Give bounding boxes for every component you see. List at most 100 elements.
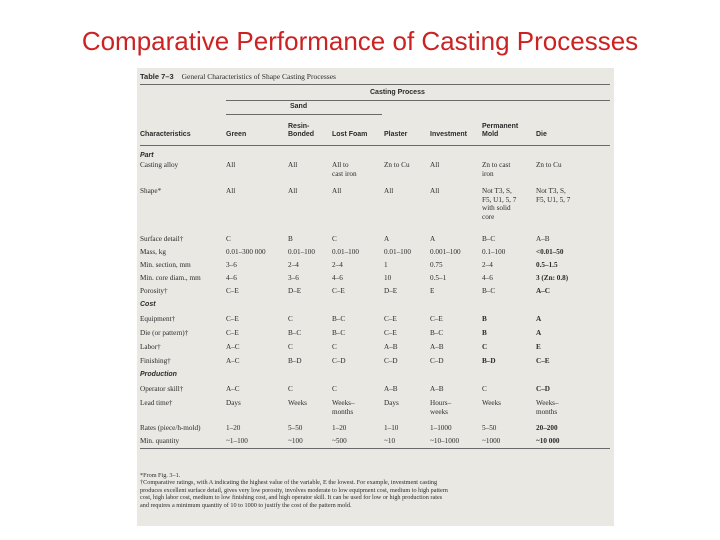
table-cell: 0.5–1: [430, 274, 447, 282]
table-cell: 1–1000: [430, 424, 452, 432]
footnote-line: cost, high labor cost, medium to low fin…: [140, 494, 443, 502]
table-cell: 4–6: [482, 274, 493, 282]
column-header: Investment: [430, 131, 467, 139]
footnote-line: and requires a minimum quantity of 10 to…: [140, 501, 352, 509]
table-cell: A–C: [226, 357, 240, 365]
table-cell: All: [288, 187, 298, 195]
table-cell: 0.01–100: [288, 248, 315, 256]
table-cell: B: [482, 315, 487, 323]
table-cell: 1–20: [226, 424, 241, 432]
table-cell: ~100: [288, 437, 303, 445]
table-cell: B–D: [288, 357, 302, 365]
table-cell: All: [288, 161, 298, 169]
table-cell: C–E: [226, 329, 239, 337]
table-cell: B–C: [288, 329, 302, 337]
table-cell: A–C: [536, 287, 550, 295]
table-cell: 5–50: [288, 424, 303, 432]
table-cell: 20–200: [536, 424, 558, 432]
table-cell: A–B: [384, 385, 398, 393]
sand-header: Sand: [290, 103, 308, 110]
group-header: Casting Process: [370, 89, 425, 96]
table-cell: D–E: [384, 287, 398, 295]
table-caption: Table 7–3 General Characteristics of Shap…: [140, 72, 336, 81]
table-cell: 1–10: [384, 424, 399, 432]
table-cell: C: [332, 235, 337, 243]
table-cell: B–C: [430, 329, 444, 337]
table-cell: ~500: [332, 437, 347, 445]
row-label: Die (or pattern)†: [140, 329, 189, 337]
row-label: Mass, kg: [140, 248, 166, 256]
table-cell: Weeks– months: [536, 399, 559, 416]
table-cell: A: [536, 315, 542, 323]
table-cell: 0.75: [430, 261, 443, 269]
group-header-rule: [226, 100, 610, 101]
table-cell: Not T3, S, F5, U1, 5, 7: [536, 187, 571, 204]
table-cell: Zn to Cu: [536, 161, 562, 169]
table-cell: A–B: [430, 343, 444, 351]
table-cell: All: [226, 187, 236, 195]
table-cell: ~10: [384, 437, 396, 445]
row-label: Shape*: [140, 187, 162, 195]
table-cell: B: [482, 329, 487, 337]
table-cell: C–E: [384, 315, 397, 323]
table-cell: E: [430, 287, 435, 295]
table-cell: 4–6: [226, 274, 237, 282]
table-cell: 0.001–100: [430, 248, 461, 256]
table-cell: 0.01–300 000: [226, 248, 266, 256]
table-cell: All: [226, 161, 236, 169]
table-cell: <0.01–50: [536, 248, 564, 256]
row-label: Equipment†: [140, 315, 176, 323]
table-cell: 3–6: [288, 274, 299, 282]
table-cell: C: [288, 343, 293, 351]
row-label: Rates (piece/h-mold): [140, 424, 201, 432]
footnote-line: produces excellent surface detail, gives…: [140, 486, 448, 494]
row-label: Porosity†: [140, 287, 168, 295]
table-caption-label: Table 7–3: [140, 72, 174, 81]
table-cell: C–D: [384, 357, 398, 365]
table-cell: C: [226, 235, 231, 243]
table-cell: E: [536, 343, 541, 351]
table-cell: C–D: [536, 385, 550, 393]
table-cell: C–E: [332, 287, 345, 295]
sand-header-rule: [226, 114, 382, 115]
table-cell: B–C: [482, 287, 496, 295]
table-cell: A–C: [226, 385, 240, 393]
row-label: Surface detail†: [140, 235, 184, 243]
table-cell: C–E: [226, 287, 239, 295]
table-cell: 1–20: [332, 424, 347, 432]
table-top-rule: [140, 84, 610, 85]
table-cell: 5–50: [482, 424, 497, 432]
table-cell: 1: [384, 261, 388, 269]
table-cell: D–E: [288, 287, 302, 295]
table-cell: ~1000: [482, 437, 501, 445]
table-cell: 3 (Zn: 0.8): [536, 274, 569, 282]
table-cell: C–D: [332, 357, 346, 365]
table-cell: ~1–100: [226, 437, 248, 445]
table-cell: B–C: [482, 235, 496, 243]
table-cell: Zn to Cu: [384, 161, 410, 169]
slide-title: Comparative Performance of Casting Proce…: [81, 26, 639, 56]
section-label-cost: Cost: [140, 301, 156, 308]
table-cell: B–C: [332, 315, 346, 323]
table-cell: All: [430, 161, 440, 169]
table-cell: C: [332, 385, 337, 393]
table-footnotes: *From Fig. 3–1. †Comparative ratings, wit…: [140, 472, 608, 509]
scanned-table-image: Table 7–3 General Characteristics of Shap…: [137, 68, 614, 526]
table-cell: All to cast iron: [332, 161, 357, 178]
table-cell: C–E: [384, 329, 397, 337]
table-cell: 2–4: [332, 261, 343, 269]
row-label: Min. core diam., mm: [140, 274, 201, 282]
table-cell: All: [384, 187, 394, 195]
table-cell: Zn to cast iron: [482, 161, 511, 178]
column-header: Permanent Mold: [482, 122, 519, 139]
table-cell: B–C: [332, 329, 346, 337]
table-cell: B–D: [482, 357, 496, 365]
row-label: Casting alloy: [140, 161, 179, 169]
table-cell: ~10 000: [536, 437, 560, 445]
table-cell: A–B: [536, 235, 550, 243]
column-header: Resin- Bonded: [288, 122, 315, 139]
row-label: Finishing†: [140, 357, 171, 365]
table-bottom-rule: [140, 448, 610, 449]
table-cell: Days: [384, 399, 399, 407]
section-label-production: Production: [140, 371, 177, 378]
